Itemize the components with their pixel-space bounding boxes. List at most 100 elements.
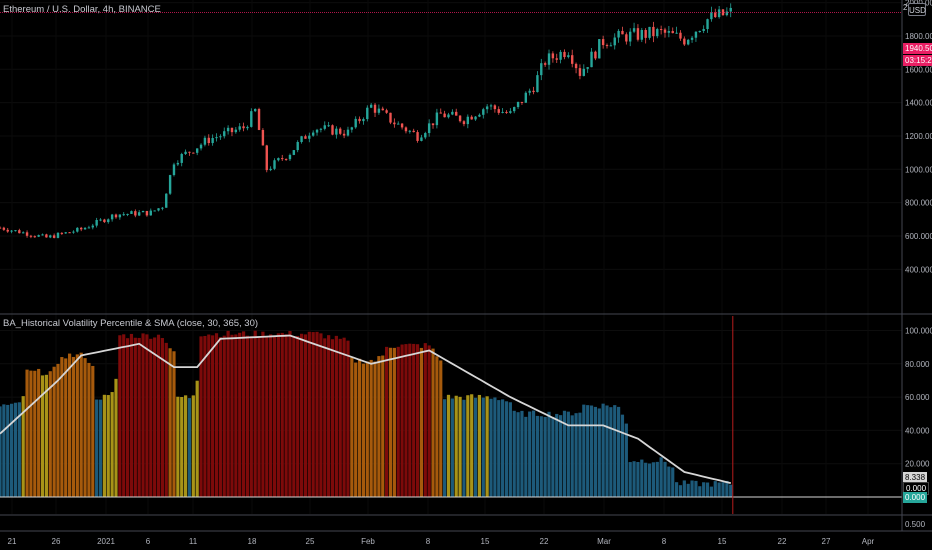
candle-body[interactable]: [130, 211, 133, 214]
candle-body[interactable]: [192, 152, 195, 154]
candle-body[interactable]: [118, 214, 122, 218]
hvp-bar[interactable]: [106, 395, 110, 497]
candle-body[interactable]: [203, 137, 207, 145]
hvp-bar[interactable]: [323, 338, 327, 497]
candle-body[interactable]: [315, 129, 319, 133]
hvp-bar[interactable]: [647, 463, 652, 497]
hvp-bar[interactable]: [191, 395, 195, 497]
candle-body[interactable]: [323, 125, 326, 129]
candle-body[interactable]: [582, 68, 586, 76]
candle-body[interactable]: [613, 37, 616, 46]
hvp-bar[interactable]: [462, 399, 466, 497]
hvp-bar[interactable]: [21, 396, 25, 497]
hvp-bar[interactable]: [481, 397, 485, 497]
candle-body[interactable]: [21, 232, 25, 234]
hvp-bar[interactable]: [17, 402, 21, 497]
hvp-bar[interactable]: [381, 355, 385, 497]
hvp-bar[interactable]: [299, 333, 304, 497]
hvp-bar[interactable]: [717, 482, 721, 497]
candle-body[interactable]: [199, 144, 203, 149]
hvp-bar[interactable]: [489, 398, 493, 497]
hvp-bar[interactable]: [238, 332, 242, 497]
candle-body[interactable]: [103, 219, 106, 223]
hvp-bar[interactable]: [265, 336, 269, 497]
candle-body[interactable]: [717, 9, 721, 18]
hvp-bar[interactable]: [574, 413, 578, 497]
candle-body[interactable]: [462, 121, 466, 125]
hvp-bar[interactable]: [292, 336, 296, 497]
candle-body[interactable]: [648, 26, 651, 38]
candle-body[interactable]: [110, 214, 114, 220]
candle-body[interactable]: [455, 111, 458, 116]
hvp-bar[interactable]: [280, 332, 284, 497]
candle-body[interactable]: [443, 113, 446, 118]
candle-body[interactable]: [331, 125, 334, 135]
candle-body[interactable]: [52, 235, 56, 238]
candle-body[interactable]: [207, 137, 210, 144]
hvp-bar[interactable]: [528, 411, 532, 497]
candle-body[interactable]: [223, 131, 226, 137]
hvp-bar[interactable]: [543, 416, 547, 497]
candle-body[interactable]: [632, 28, 636, 32]
candle-body[interactable]: [99, 219, 102, 221]
candle-body[interactable]: [49, 235, 52, 238]
hvp-bar[interactable]: [276, 333, 280, 497]
candle-body[interactable]: [536, 75, 539, 93]
candle-body[interactable]: [513, 107, 516, 112]
candle-body[interactable]: [2, 227, 6, 230]
candle-body[interactable]: [265, 145, 268, 171]
hvp-bar[interactable]: [187, 398, 192, 497]
candle-body[interactable]: [400, 123, 404, 128]
hvp-bar[interactable]: [729, 484, 733, 497]
hvp-bar[interactable]: [133, 337, 137, 497]
candle-body[interactable]: [485, 106, 489, 110]
candle-body[interactable]: [520, 101, 524, 103]
hvp-bar[interactable]: [122, 334, 126, 497]
candle-body[interactable]: [226, 127, 230, 132]
candle-body[interactable]: [288, 154, 292, 160]
hvp-bar[interactable]: [199, 336, 203, 497]
hvp-bar[interactable]: [9, 403, 14, 497]
hvp-bar[interactable]: [218, 337, 222, 497]
hvp-bar[interactable]: [562, 410, 567, 497]
candle-body[interactable]: [141, 210, 145, 213]
candle-body[interactable]: [416, 132, 419, 141]
hvp-bar[interactable]: [129, 333, 134, 497]
hvp-bar[interactable]: [501, 399, 505, 497]
hvp-bar[interactable]: [272, 336, 277, 497]
hvp-bar[interactable]: [67, 353, 72, 497]
candle-body[interactable]: [165, 193, 168, 208]
candle-body[interactable]: [238, 126, 241, 130]
candle-body[interactable]: [172, 164, 176, 176]
candle-body[interactable]: [153, 210, 156, 212]
hvp-bar[interactable]: [593, 406, 598, 497]
hvp-bar[interactable]: [705, 482, 710, 497]
candle-body[interactable]: [435, 112, 439, 126]
candle-body[interactable]: [714, 12, 717, 18]
candle-body[interactable]: [107, 219, 110, 223]
candle-body[interactable]: [420, 137, 423, 141]
hvp-bar[interactable]: [48, 371, 52, 497]
candle-body[interactable]: [277, 158, 280, 161]
hvp-bar[interactable]: [582, 404, 586, 497]
hvp-bar[interactable]: [392, 347, 396, 497]
hvp-bar[interactable]: [570, 415, 574, 497]
hvp-bar[interactable]: [423, 343, 427, 497]
candle-body[interactable]: [482, 109, 485, 115]
hvp-bar[interactable]: [114, 378, 118, 497]
hvp-bar[interactable]: [415, 344, 420, 497]
hvp-bar[interactable]: [118, 335, 122, 497]
candle-body[interactable]: [659, 29, 663, 31]
candle-body[interactable]: [675, 32, 678, 34]
hvp-bar[interactable]: [497, 400, 501, 497]
hvp-bar[interactable]: [241, 331, 246, 497]
candle-body[interactable]: [95, 219, 98, 226]
hvp-bar[interactable]: [156, 334, 161, 497]
candle-body[interactable]: [679, 32, 682, 39]
hvp-bar[interactable]: [176, 396, 180, 497]
hvp-bar[interactable]: [613, 405, 617, 497]
hvp-bar[interactable]: [632, 461, 636, 497]
price-panel[interactable]: [0, 3, 902, 239]
candle-body[interactable]: [261, 129, 265, 146]
hvp-bar[interactable]: [164, 342, 168, 497]
